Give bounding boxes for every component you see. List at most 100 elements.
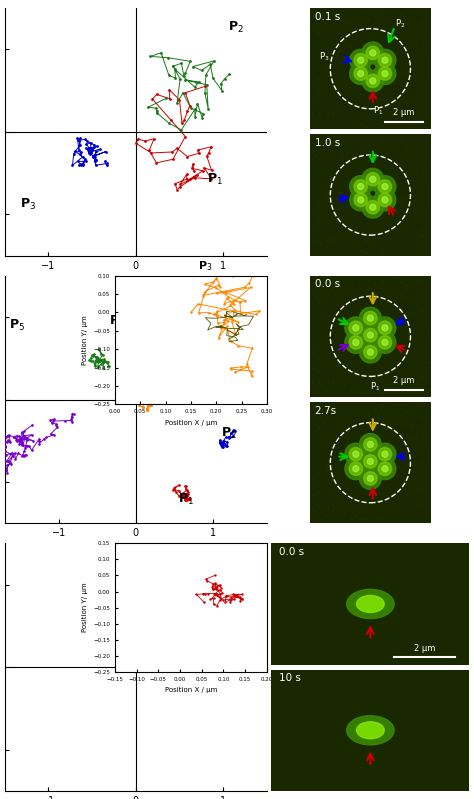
Point bbox=[311, 202, 319, 215]
Point bbox=[349, 190, 357, 203]
Point bbox=[376, 117, 383, 130]
Point bbox=[351, 61, 359, 74]
Point bbox=[316, 332, 323, 344]
Point bbox=[312, 14, 320, 27]
Point bbox=[383, 141, 391, 153]
Point bbox=[353, 457, 360, 470]
Point bbox=[360, 471, 367, 483]
Point bbox=[392, 360, 400, 373]
Point bbox=[340, 83, 348, 96]
Point bbox=[399, 346, 407, 359]
Point bbox=[327, 200, 335, 213]
Point bbox=[358, 385, 365, 398]
Circle shape bbox=[345, 317, 367, 339]
Point bbox=[393, 360, 401, 372]
Point bbox=[313, 289, 321, 302]
Point bbox=[326, 172, 333, 185]
Point bbox=[379, 329, 387, 342]
Point bbox=[313, 479, 321, 492]
Point bbox=[319, 291, 327, 304]
Point bbox=[401, 207, 409, 220]
Point bbox=[324, 68, 332, 81]
Point bbox=[324, 146, 331, 159]
Point bbox=[397, 415, 404, 427]
Point bbox=[314, 26, 322, 39]
Point bbox=[346, 368, 354, 380]
Point bbox=[324, 288, 331, 300]
Point bbox=[342, 37, 349, 50]
Point bbox=[356, 161, 364, 174]
Point bbox=[404, 17, 411, 30]
Point bbox=[372, 424, 380, 437]
Point bbox=[363, 352, 370, 364]
Point bbox=[362, 22, 370, 35]
Point bbox=[356, 429, 364, 442]
Point bbox=[365, 356, 373, 369]
Point bbox=[413, 402, 420, 415]
Point bbox=[312, 408, 320, 421]
Circle shape bbox=[353, 466, 359, 471]
Point bbox=[410, 10, 418, 22]
Point bbox=[382, 61, 390, 74]
Point bbox=[342, 471, 350, 484]
Point bbox=[374, 500, 382, 513]
Point bbox=[320, 288, 328, 301]
Point bbox=[420, 423, 428, 435]
Point bbox=[423, 464, 431, 477]
Point bbox=[397, 197, 405, 209]
Point bbox=[332, 143, 340, 156]
Point bbox=[365, 215, 373, 228]
Point bbox=[378, 93, 386, 105]
Point bbox=[328, 181, 335, 194]
Point bbox=[419, 15, 426, 28]
Point bbox=[400, 278, 407, 291]
Point bbox=[347, 165, 355, 178]
Circle shape bbox=[378, 180, 392, 193]
Point bbox=[360, 49, 368, 62]
Point bbox=[403, 460, 411, 473]
Point bbox=[398, 514, 405, 527]
Circle shape bbox=[370, 205, 376, 210]
Point bbox=[328, 67, 336, 80]
Point bbox=[309, 376, 317, 389]
Point bbox=[364, 422, 372, 435]
Point bbox=[408, 139, 416, 152]
Point bbox=[312, 141, 320, 153]
Point bbox=[385, 312, 392, 324]
Point bbox=[362, 513, 369, 526]
Point bbox=[405, 94, 412, 107]
Point bbox=[386, 360, 393, 372]
Point bbox=[399, 472, 407, 485]
Point bbox=[312, 276, 320, 289]
Point bbox=[387, 307, 394, 320]
Point bbox=[382, 356, 389, 368]
Point bbox=[399, 134, 406, 147]
Point bbox=[358, 473, 365, 486]
Point bbox=[345, 17, 353, 30]
Point bbox=[421, 220, 428, 233]
Point bbox=[419, 352, 427, 364]
Point bbox=[385, 312, 393, 324]
Point bbox=[424, 53, 431, 66]
Point bbox=[369, 19, 377, 32]
Point bbox=[373, 221, 380, 234]
Point bbox=[356, 35, 364, 48]
Point bbox=[391, 93, 399, 105]
Point bbox=[347, 433, 355, 446]
Point bbox=[341, 447, 349, 460]
Point bbox=[387, 39, 394, 52]
Point bbox=[326, 462, 333, 475]
Point bbox=[335, 344, 343, 357]
Point bbox=[312, 221, 320, 233]
Point bbox=[401, 281, 409, 294]
Point bbox=[412, 483, 420, 495]
Point bbox=[419, 371, 426, 384]
Point bbox=[378, 81, 385, 94]
Point bbox=[356, 136, 363, 149]
Point bbox=[396, 134, 403, 147]
Point bbox=[403, 474, 410, 487]
Circle shape bbox=[357, 197, 364, 203]
Point bbox=[337, 30, 345, 42]
Point bbox=[317, 284, 324, 297]
Point bbox=[417, 329, 424, 342]
